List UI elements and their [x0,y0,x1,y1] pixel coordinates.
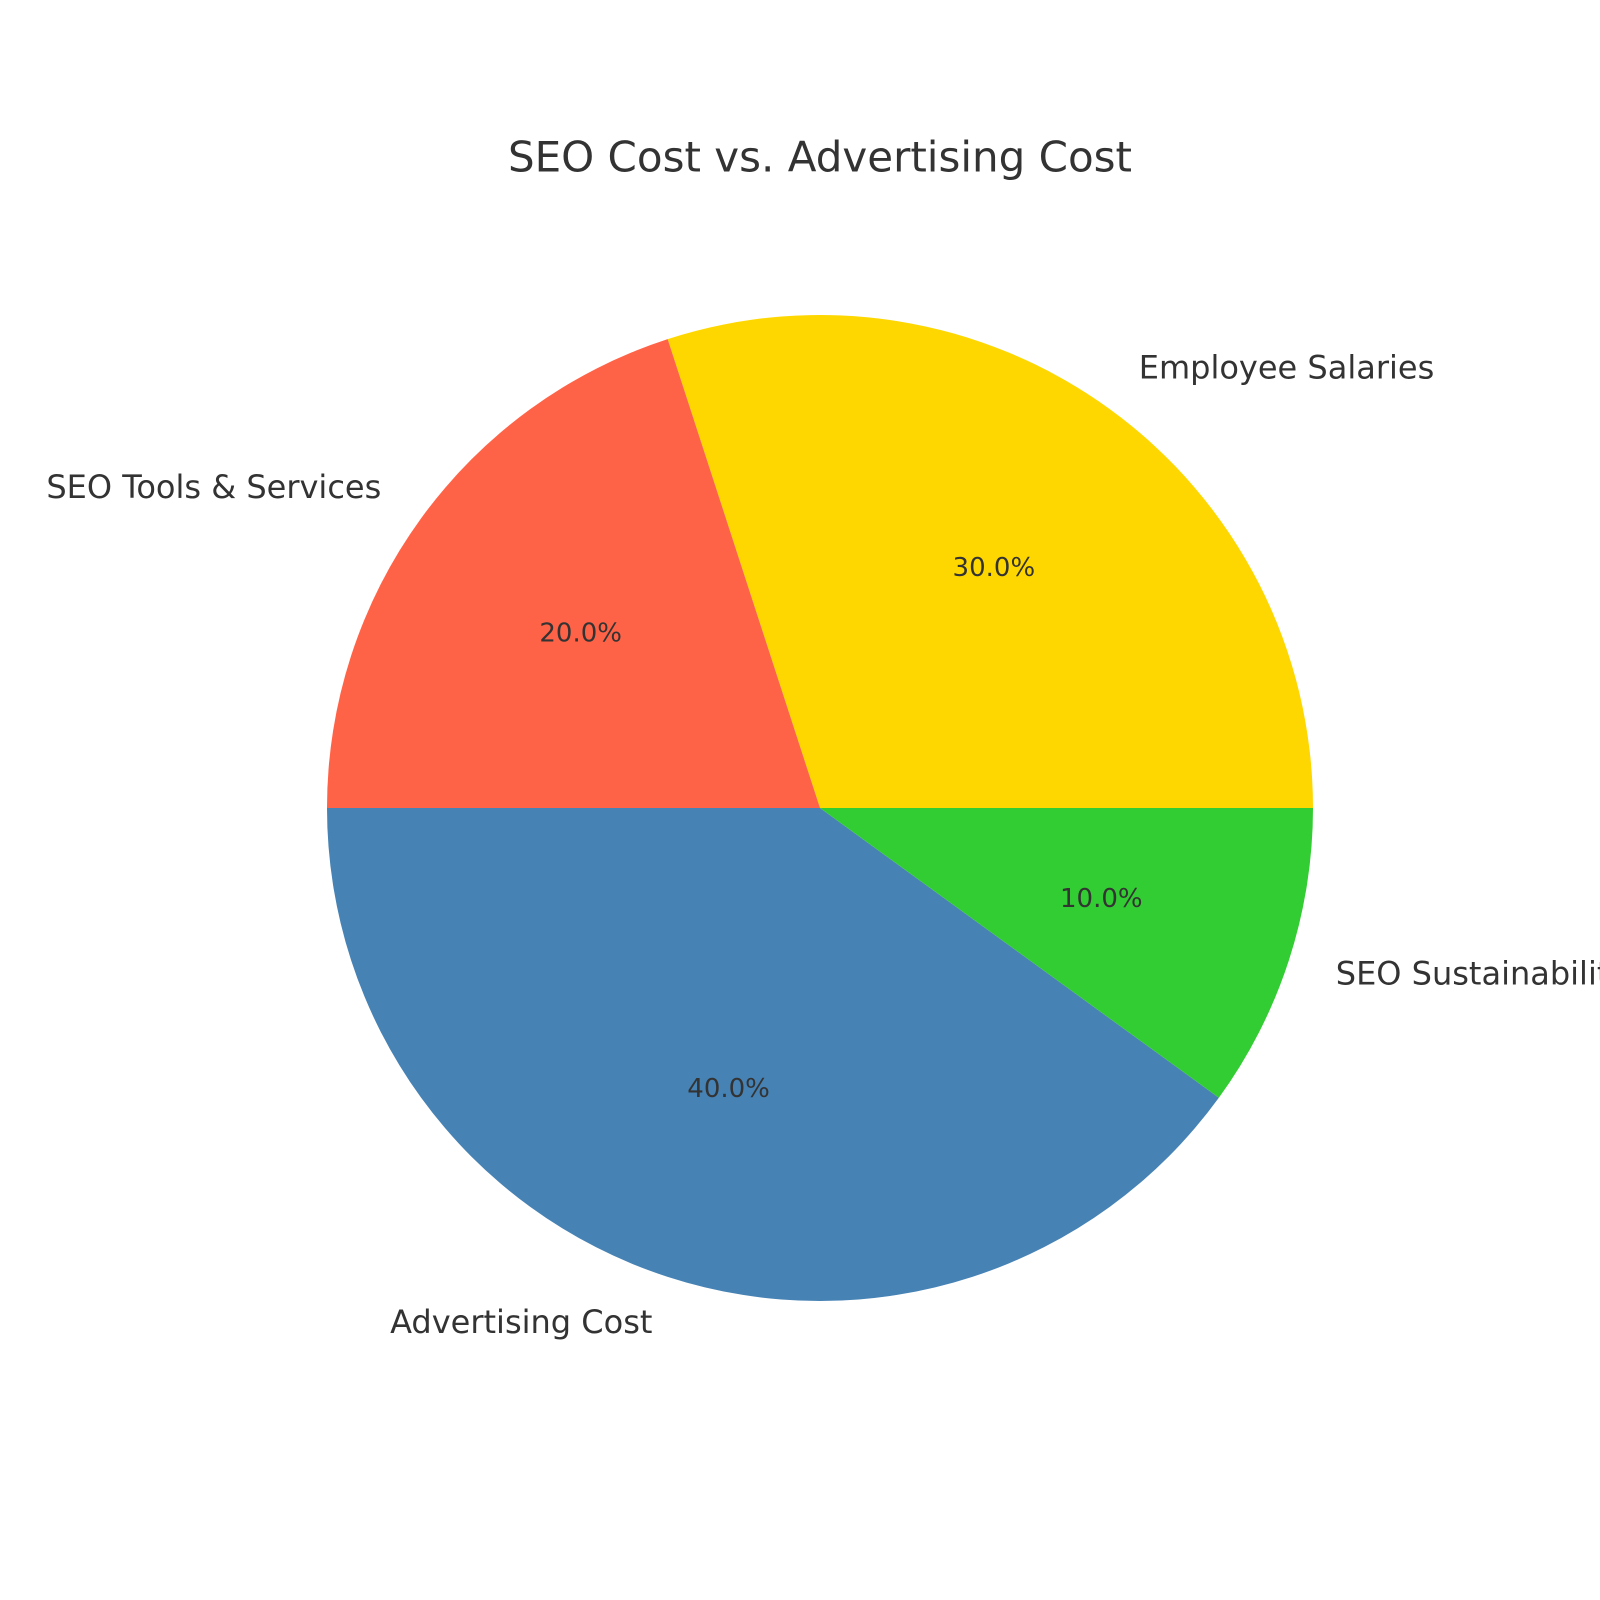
chart-title: SEO Cost vs. Advertising Cost [508,133,1132,182]
pie-slice-seo-tools-and-services [327,339,820,808]
slice-label-advertising-cost: Advertising Cost [390,1303,652,1341]
slice-label-seo-tools-and-services: SEO Tools & Services [46,468,381,506]
pct-label-seo-tools-and-services: 20.0% [539,619,622,649]
slice-label-employee-salaries: Employee Salaries [1139,348,1434,386]
percentage-labels: 30.0% 20.0% 40.0% 10.0% [539,553,1142,1104]
slice-labels: Employee Salaries SEO Tools & Services Adv… [46,348,1600,1340]
pie-slice-advertising-cost [327,808,1219,1301]
pct-label-employee-salaries: 30.0% [953,553,1036,583]
pie-slices [327,315,1313,1301]
pct-label-seo-sustainability: 10.0% [1060,884,1143,914]
pie-slice-seo-sustainability [820,808,1313,1098]
pie-slice-employee-salaries [667,315,1313,808]
pct-label-advertising-cost: 40.0% [687,1074,770,1104]
slice-label-seo-sustainability: SEO Sustainability [1336,955,1600,993]
